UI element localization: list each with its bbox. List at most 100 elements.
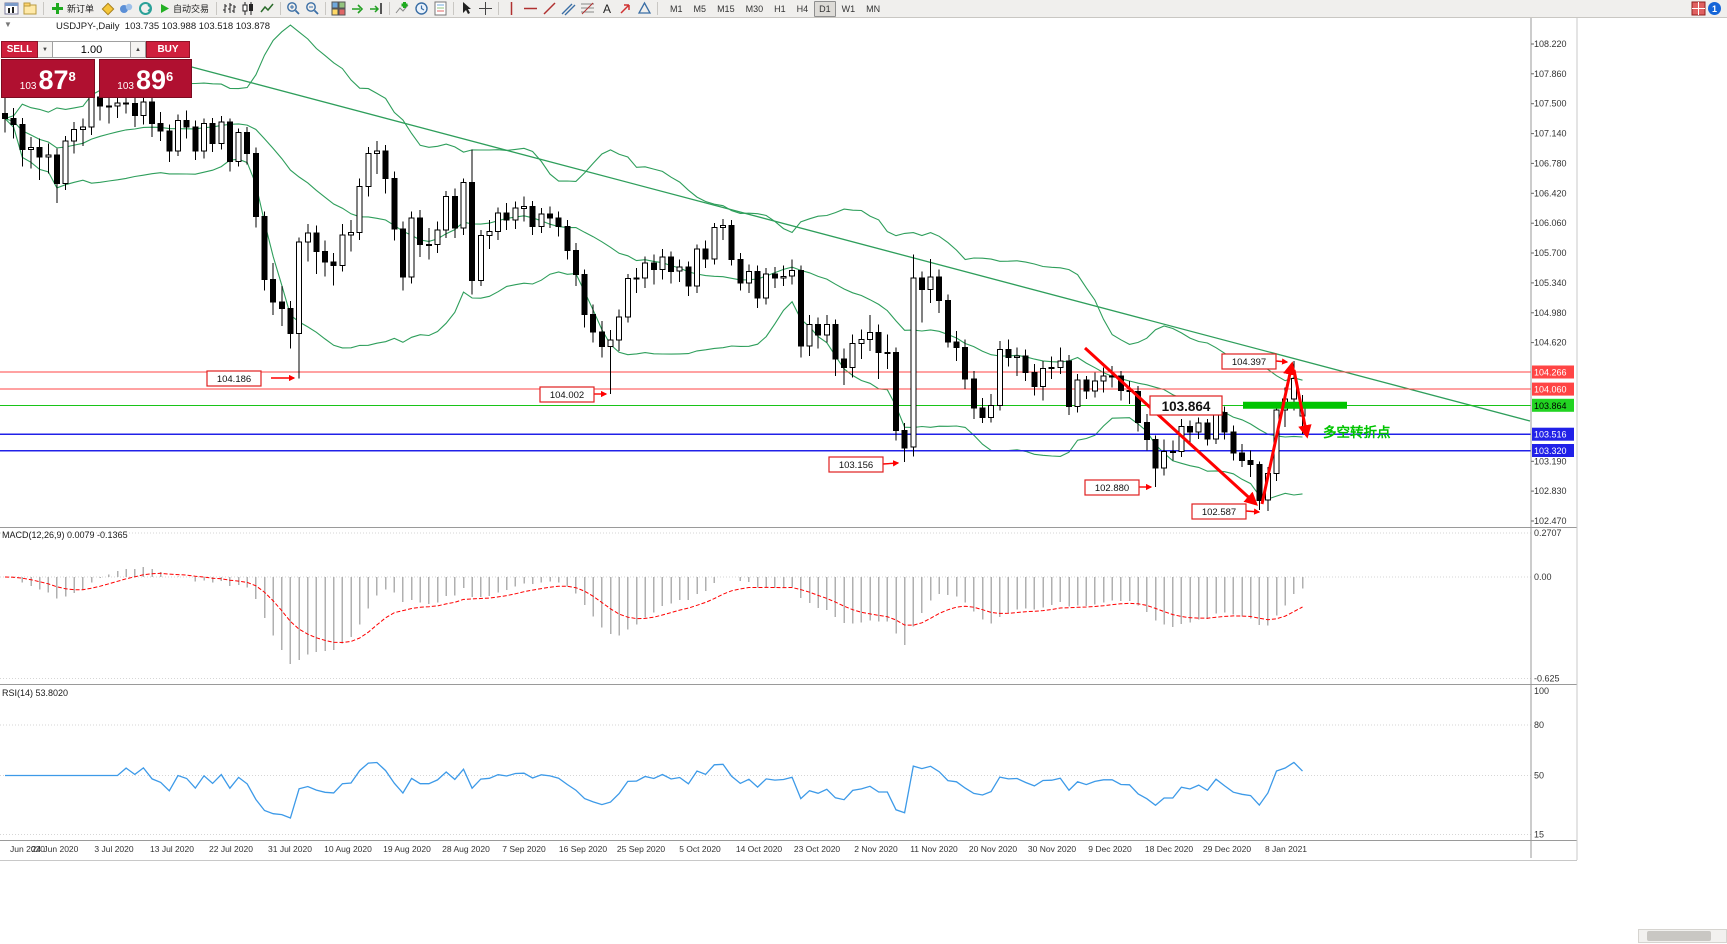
timeframe-button-M15[interactable]: M15 xyxy=(717,3,735,14)
bar-chart-icon[interactable] xyxy=(220,1,239,17)
autotrading-button[interactable]: 自动交易 xyxy=(155,2,213,15)
navigator-icon[interactable] xyxy=(136,1,155,17)
fibonacci-tool-icon[interactable] xyxy=(578,1,597,17)
svg-text:-0.625: -0.625 xyxy=(1534,674,1560,684)
sell-price-main: 87 xyxy=(38,65,69,95)
svg-text:106.420: 106.420 xyxy=(1534,188,1567,198)
svg-text:102.470: 102.470 xyxy=(1534,516,1567,526)
svg-text:50: 50 xyxy=(1534,771,1544,781)
timeframe-toolbar: M1 M5 M15 M30 H1 H4 D1 W1 MN xyxy=(665,0,885,17)
candlestick-icon[interactable] xyxy=(239,1,258,17)
volume-decrease-button[interactable]: ▼ xyxy=(38,41,53,58)
toolbar-separator xyxy=(498,2,500,15)
scrollbar-thumb[interactable] xyxy=(1647,931,1711,941)
chart-profiles-icon[interactable] xyxy=(21,1,40,17)
svg-text:104.060: 104.060 xyxy=(1534,385,1567,395)
toolbar-separator xyxy=(280,2,282,15)
templates-icon[interactable] xyxy=(431,1,450,17)
svg-text:22 Jul 2020: 22 Jul 2020 xyxy=(209,844,253,854)
cursor-icon[interactable] xyxy=(457,1,476,17)
svg-text:105.340: 105.340 xyxy=(1534,278,1567,288)
plus-icon xyxy=(52,3,63,14)
buy-price-main: 89 xyxy=(135,65,166,95)
svg-text:80: 80 xyxy=(1534,720,1544,730)
vertical-line-tool-icon[interactable] xyxy=(502,1,521,17)
svg-text:25 Sep 2020: 25 Sep 2020 xyxy=(617,844,665,854)
svg-text:24 Jun 2020: 24 Jun 2020 xyxy=(32,844,79,854)
autotrading-label: 自动交易 xyxy=(173,4,210,14)
timeframe-button-H1[interactable]: H1 xyxy=(774,3,786,14)
svg-text:0.00: 0.00 xyxy=(1534,572,1552,582)
timeframe-button-D1[interactable]: D1 xyxy=(814,0,836,17)
svg-text:102.830: 102.830 xyxy=(1534,486,1567,496)
toolbar-separator xyxy=(216,2,218,15)
svg-text:9 Dec 2020: 9 Dec 2020 xyxy=(1088,844,1132,854)
channel-tool-icon[interactable] xyxy=(559,1,578,17)
svg-text:103.516: 103.516 xyxy=(1534,430,1567,440)
svg-text:107.140: 107.140 xyxy=(1534,129,1567,139)
sell-button[interactable]: SELL xyxy=(1,41,38,58)
period-clock-icon[interactable] xyxy=(412,1,431,17)
zoom-in-icon[interactable] xyxy=(284,1,303,17)
svg-text:108.220: 108.220 xyxy=(1534,39,1567,49)
tile-windows-icon[interactable] xyxy=(329,1,348,17)
zoom-out-icon[interactable] xyxy=(303,1,322,17)
sell-price-sup: 8 xyxy=(68,69,76,84)
svg-text:多空转折点: 多空转折点 xyxy=(1323,424,1391,440)
volume-increase-button[interactable]: ▲ xyxy=(131,41,146,58)
toolbar-separator xyxy=(453,2,455,15)
horizontal-line-tool-icon[interactable] xyxy=(521,1,540,17)
svg-text:18 Dec 2020: 18 Dec 2020 xyxy=(1145,844,1193,854)
notification-badge[interactable]: 1 xyxy=(1708,2,1721,15)
buy-price-box[interactable]: 103 89 6 xyxy=(98,59,192,98)
svg-text:8 Jan 2021: 8 Jan 2021 xyxy=(1265,844,1307,854)
shapes-tool-icon[interactable] xyxy=(635,1,654,17)
svg-text:13 Jul 2020: 13 Jul 2020 xyxy=(150,844,194,854)
horizontal-scrollbar[interactable] xyxy=(1638,929,1727,943)
svg-text:103.156: 103.156 xyxy=(839,460,873,471)
metaeditor-icon[interactable] xyxy=(98,1,117,17)
svg-text:104.266: 104.266 xyxy=(1534,368,1567,378)
buy-button[interactable]: BUY xyxy=(146,41,190,58)
svg-text:16 Sep 2020: 16 Sep 2020 xyxy=(559,844,607,854)
grid-settings-icon[interactable] xyxy=(1689,1,1708,17)
svg-text:107.500: 107.500 xyxy=(1534,99,1567,109)
timeframe-button-M5[interactable]: M5 xyxy=(693,3,707,14)
line-chart-icon[interactable] xyxy=(258,1,277,17)
market-watch-icon[interactable] xyxy=(117,1,136,17)
svg-text:103.320: 103.320 xyxy=(1534,446,1567,456)
timeframe-button-W1[interactable]: W1 xyxy=(841,3,856,14)
text-tool-icon[interactable]: A xyxy=(597,1,616,17)
trendline-tool-icon[interactable] xyxy=(540,1,559,17)
new-chart-icon[interactable] xyxy=(2,1,21,17)
buy-price-prefix: 103 xyxy=(117,81,134,92)
svg-text:107.860: 107.860 xyxy=(1534,69,1567,79)
arrow-tool-icon[interactable] xyxy=(616,1,635,17)
chart-shift-icon[interactable] xyxy=(367,1,386,17)
timeframe-button-M1[interactable]: M1 xyxy=(670,3,683,14)
volume-input[interactable] xyxy=(53,41,131,58)
svg-text:31 Jul 2020: 31 Jul 2020 xyxy=(268,844,312,854)
svg-text:102.880: 102.880 xyxy=(1095,483,1129,494)
svg-text:103.864: 103.864 xyxy=(1534,401,1567,411)
svg-text:104.620: 104.620 xyxy=(1534,338,1567,348)
rsi-indicator-label: RSI(14) 53.8020 xyxy=(2,688,69,698)
svg-text:100: 100 xyxy=(1534,686,1549,696)
toolbar-separator xyxy=(389,2,391,15)
auto-scroll-icon[interactable] xyxy=(348,1,367,17)
new-order-button[interactable]: 新订单 xyxy=(47,2,98,15)
timeframe-button-MN[interactable]: MN xyxy=(866,3,881,14)
indicators-icon[interactable] xyxy=(393,1,412,17)
sell-price-box[interactable]: 103 87 8 xyxy=(1,59,95,98)
svg-text:11 Nov 2020: 11 Nov 2020 xyxy=(910,844,958,854)
one-click-trading-panel: SELL ▼ ▲ BUY 103 87 8 103 89 6 xyxy=(1,41,192,98)
svg-text:10 Aug 2020: 10 Aug 2020 xyxy=(324,844,372,854)
timeframe-button-H4[interactable]: H4 xyxy=(796,3,809,14)
svg-text:23 Oct 2020: 23 Oct 2020 xyxy=(794,844,841,854)
svg-text:29 Dec 2020: 29 Dec 2020 xyxy=(1203,844,1251,854)
one-click-expander-icon[interactable]: ▼ xyxy=(4,20,12,29)
svg-text:2 Nov 2020: 2 Nov 2020 xyxy=(854,844,898,854)
crosshair-icon[interactable] xyxy=(476,1,495,17)
timeframe-button-M30[interactable]: M30 xyxy=(745,3,764,14)
